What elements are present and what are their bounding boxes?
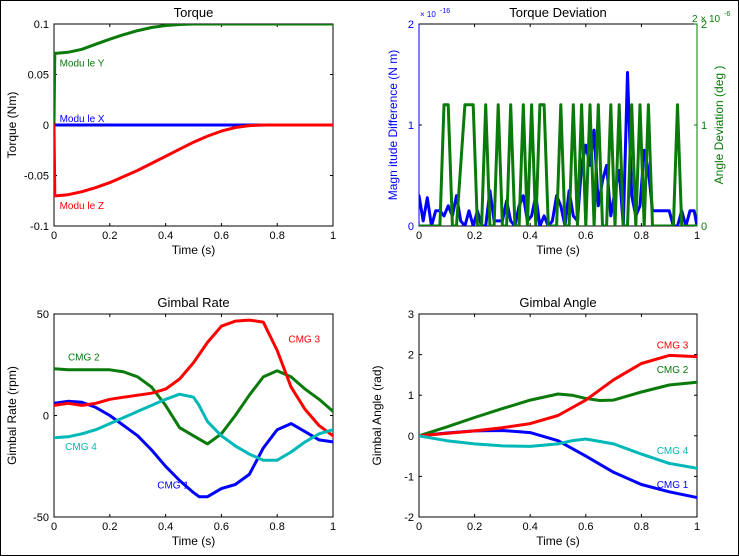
series-group [419, 71, 697, 226]
x-tick-label: 0.2 [467, 521, 482, 533]
series-label: CMG 4 [65, 442, 97, 453]
y-tick-label: 1 [408, 120, 414, 132]
series-label: CMG 3 [288, 334, 320, 345]
chart-title: Gimbal Angle [519, 295, 596, 310]
x-tick-label: 0.4 [158, 230, 173, 242]
series-label: CMG 4 [657, 446, 689, 457]
series-label: CMG 1 [657, 480, 689, 491]
y-tick-label: 3 [408, 309, 414, 321]
x-tick-label: 0.4 [523, 230, 538, 242]
x-tick-label: 0.6 [578, 230, 593, 242]
y-tick-label: -2 [404, 512, 414, 524]
series-label: CMG 2 [657, 365, 689, 376]
series-label: CMG 1 [157, 481, 189, 492]
y2-axis-label: Angle Deviation (deg ) [712, 66, 726, 185]
series-label: CMG 2 [68, 353, 100, 364]
x-tick-label: 0.8 [634, 230, 649, 242]
y-axis-label: Magn itude Difference (N m) [386, 50, 400, 201]
x-tick-label: 0.8 [270, 521, 285, 533]
y-tick-label: 0 [408, 221, 414, 233]
x-tick-label: 0 [416, 230, 422, 242]
x-axis-label: Time (s) [172, 243, 216, 257]
x-tick-label: 0 [51, 521, 57, 533]
series-line-1 [54, 399, 333, 499]
series-line-2 [419, 103, 697, 226]
series-label: CMG 3 [657, 341, 689, 352]
chart-title: Torque [174, 5, 214, 20]
chart-title: Torque Deviation [509, 5, 607, 20]
x-tick-label: 0.8 [270, 230, 285, 242]
y-tick-label: -0.1 [30, 221, 49, 233]
chart-panel-4: 0 0.2 0.4 0.6 0.8 1 -2 -1 0 1 2 3 CMG 1 CMG 2 CMG 3 CMG… [370, 295, 700, 548]
x-tick-label: 0 [51, 230, 57, 242]
chart-panel-1: 0 0.2 0.4 0.6 0.8 1 -0.1 -0.05 0 0.05 0.1 Modu le Y… [5, 5, 336, 257]
series-line-1 [54, 24, 333, 127]
y-tick-label: 2 [408, 350, 414, 362]
x-tick-label: 1 [330, 230, 336, 242]
series-label: Modu le Z [60, 201, 104, 212]
y-tick-label: 0 [408, 431, 414, 443]
y2-tick-label: 0 [701, 221, 707, 233]
x-axis-label: Time (s) [536, 534, 580, 548]
y-tick-label: -50 [33, 512, 49, 524]
x-tick-label: 0.6 [214, 230, 229, 242]
series-label: Modu le X [60, 114, 105, 125]
series-label: Modu le Y [60, 58, 105, 69]
series-group [419, 353, 697, 499]
x-tick-label: 0 [416, 521, 422, 533]
y-tick-label: 1 [408, 390, 414, 402]
y2-exponent-power: -6 [724, 11, 730, 18]
x-tick-label: 0.6 [214, 521, 229, 533]
x-tick-label: 1 [330, 521, 336, 533]
y-tick-label: 0.1 [34, 19, 49, 31]
x-tick-label: 0.2 [102, 521, 117, 533]
series-line-4 [54, 392, 333, 462]
y2-exponent: 2 × 10 [692, 14, 721, 25]
y-tick-label: 0 [43, 411, 49, 423]
chart-title: Gimbal Rate [157, 295, 229, 310]
y-tick-label: 2 [408, 19, 414, 31]
x-tick-label: 0.4 [523, 521, 538, 533]
series-line-4 [419, 434, 697, 470]
y2-tick-label: 1 [701, 120, 707, 132]
y-axis-label: Torque (Nm) [5, 92, 19, 159]
x-axis-label: Time (s) [536, 243, 580, 257]
series-line-3 [419, 353, 697, 438]
y2-tick-label: 2 [701, 19, 707, 31]
y-tick-label: 0.05 [28, 70, 49, 82]
y-exponent-power: -16 [440, 8, 450, 15]
series-line-3 [54, 318, 333, 438]
x-tick-label: 1 [694, 230, 700, 242]
y-tick-label: 0 [43, 120, 49, 132]
x-tick-label: 0.6 [578, 521, 593, 533]
x-tick-label: 0.2 [102, 230, 117, 242]
y-tick-label: 50 [37, 309, 49, 321]
series-line-3 [54, 123, 333, 198]
y-axis-label: Gimbal Rate (rpm) [5, 366, 19, 465]
x-tick-label: 1 [694, 521, 700, 533]
x-tick-label: 0.8 [634, 521, 649, 533]
x-axis-label: Time (s) [172, 534, 216, 548]
series-group [54, 24, 333, 198]
y-axis-label: Gimbal Angle (rad) [370, 365, 384, 465]
x-tick-label: 0.2 [467, 230, 482, 242]
y-exponent: × 10 [420, 10, 436, 19]
y-tick-label: -0.05 [24, 171, 49, 183]
x-tick-label: 0.4 [158, 521, 173, 533]
y-tick-label: -1 [404, 471, 414, 483]
series-line-2 [419, 380, 697, 438]
series-group [54, 318, 333, 499]
